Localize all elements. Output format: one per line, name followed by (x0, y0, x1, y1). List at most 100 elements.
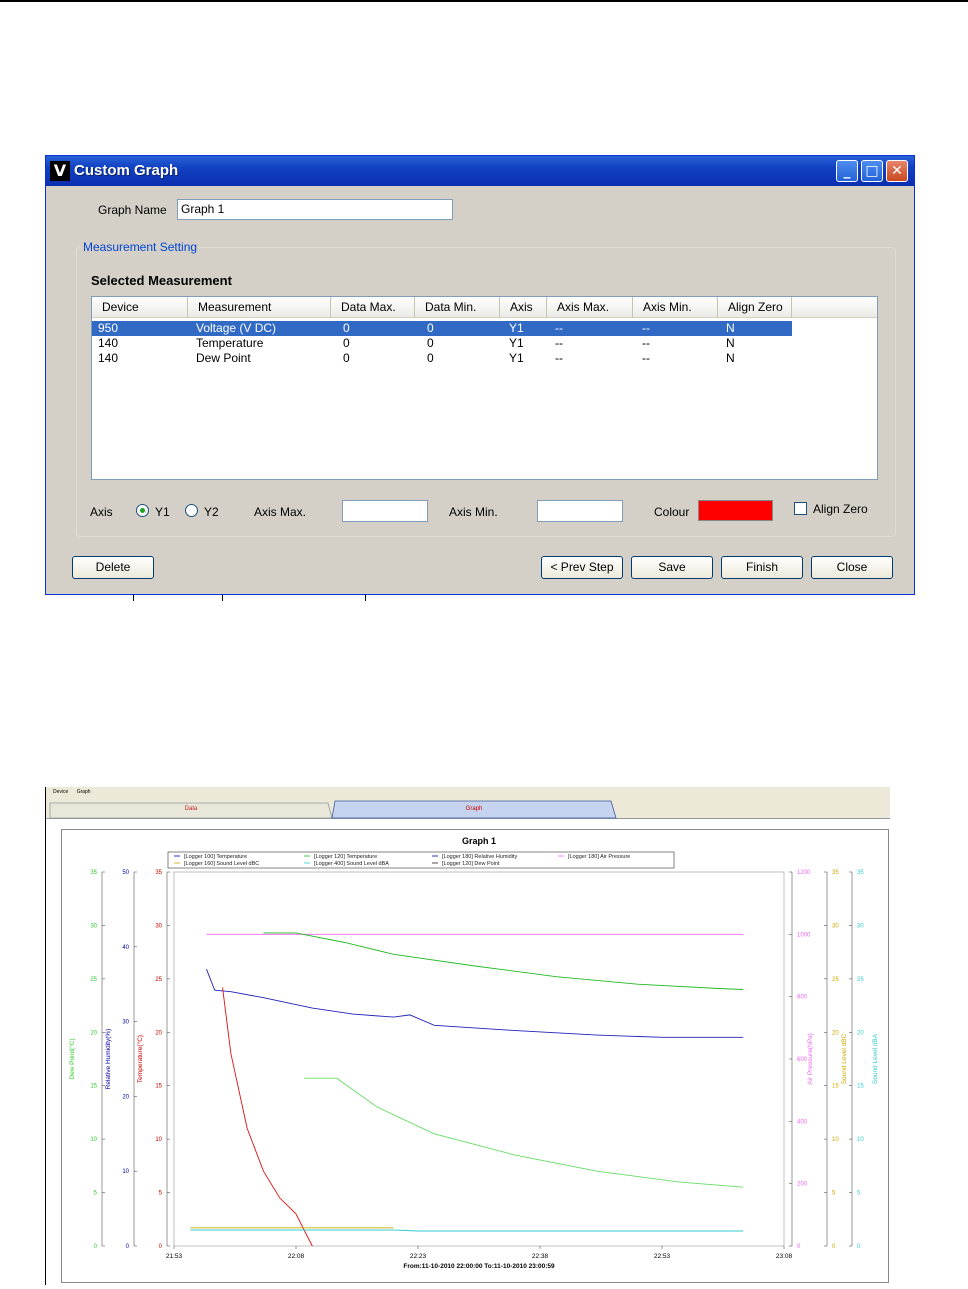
cell-axis-max: -- (555, 351, 563, 365)
column-header-device[interactable]: Device (92, 297, 188, 318)
cell-axis-max: -- (555, 336, 563, 350)
menu-device[interactable]: Device (53, 789, 69, 795)
axis-tick-label: 10 (832, 1137, 839, 1143)
column-header-axis[interactable]: Axis (500, 297, 547, 318)
colour-label: Colour (654, 505, 690, 519)
axis-tick-label: 200 (797, 1182, 808, 1188)
custom-graph-dialog: V Custom Graph _ □ ✕ Graph Name Graph 1 … (45, 155, 915, 595)
axis-tick-label: 10 (155, 1137, 162, 1143)
y2-radio[interactable] (185, 504, 198, 517)
axis-tick-label: 15 (90, 1084, 97, 1090)
axis-tick-label: 20 (832, 1030, 839, 1036)
chart-title: Graph 1 (462, 836, 496, 846)
axis-tick-label: 0 (126, 1244, 130, 1250)
column-header-measurement[interactable]: Measurement (188, 297, 331, 318)
axis-tick-label: 25 (155, 977, 162, 983)
graph-name-label: Graph Name (98, 203, 167, 217)
tab-graph[interactable]: Graph (465, 806, 483, 812)
axis-tick-label: 5 (832, 1191, 836, 1197)
cell-axis: Y1 (509, 336, 524, 350)
measurement-list[interactable]: Device Measurement Data Max. Data Min. A… (91, 296, 878, 480)
list-header: Device Measurement Data Max. Data Min. A… (92, 297, 877, 318)
axis-tick-label: 50 (122, 870, 129, 876)
legend-item: [Logger 160] Sound Level dBC (184, 861, 259, 867)
axis-label-dew_point: Dew Point(°C) (68, 1038, 76, 1079)
delete-button[interactable]: Delete (72, 556, 154, 579)
title-bar[interactable]: V Custom Graph _ □ ✕ (46, 156, 914, 186)
axis-label: Axis (90, 505, 113, 519)
axis-tick-label: 0 (857, 1244, 861, 1250)
series-line (190, 1229, 744, 1232)
prev-step-button[interactable]: < Prev Step (541, 556, 623, 579)
minimize-icon: _ (843, 163, 851, 179)
axis-tick-label: 15 (155, 1084, 162, 1090)
series-line (222, 987, 313, 1247)
axis-tick-label: 0 (797, 1244, 801, 1250)
legend-box (167, 851, 675, 869)
cell-data-min: 0 (427, 336, 434, 350)
axis-tick-label: 15 (832, 1084, 839, 1090)
divider (222, 595, 223, 601)
x-tick-label: 21:53 (166, 1253, 183, 1260)
cell-data-min: 0 (427, 351, 434, 365)
tab-graph-shape[interactable] (331, 800, 617, 819)
close-button[interactable]: Close (811, 556, 893, 579)
table-row[interactable]: 140 Temperature 0 0 Y1 -- -- N (92, 336, 792, 351)
series-line (206, 969, 744, 1038)
axis-label-pressure: Air Pressure(hPa) (807, 1033, 814, 1085)
colour-picker-swatch[interactable] (698, 500, 773, 521)
axis-tick-label: 0 (94, 1244, 98, 1250)
cell-data-max: 0 (343, 351, 350, 365)
align-zero-label: Align Zero (813, 502, 868, 516)
graph-frame: Graph 1 [Logger 100] Temperature [Logger 1… (61, 829, 889, 1283)
close-window-button[interactable]: ✕ (886, 160, 908, 182)
window-title: Custom Graph (74, 162, 179, 179)
column-header-data-max[interactable]: Data Max. (331, 297, 415, 318)
cell-axis: Y1 (509, 351, 524, 365)
x-tick-label: 23:08 (776, 1253, 793, 1260)
tab-bar: Data Graph (46, 798, 890, 819)
maximize-button[interactable]: □ (861, 160, 883, 182)
align-zero-checkbox[interactable] (794, 502, 807, 515)
series-line (304, 1077, 744, 1188)
tab-shapes (49, 800, 617, 819)
finish-button[interactable]: Finish (721, 556, 803, 579)
table-row[interactable]: 140 Dew Point 0 0 Y1 -- -- N (92, 351, 792, 366)
measurement-setting-title: Measurement Setting (82, 240, 199, 254)
axis-tick-label: 5 (159, 1191, 163, 1197)
x-tick-label: 22:53 (654, 1253, 671, 1260)
minimize-button[interactable]: _ (836, 160, 858, 182)
column-header-axis-max[interactable]: Axis Max. (547, 297, 633, 318)
series-line (263, 932, 744, 990)
cell-device: 950 (98, 321, 119, 335)
axis-max-input[interactable] (342, 500, 428, 522)
cell-device: 140 (98, 351, 119, 365)
axis-tick-label: 35 (832, 870, 839, 876)
column-header-data-min[interactable]: Data Min. (415, 297, 500, 318)
legend-item: [Logger 100] Temperature (184, 854, 247, 860)
cell-measurement: Dew Point (196, 351, 251, 365)
axis-label-dba: Sound Level dBA (872, 1033, 879, 1084)
tab-data-shape[interactable] (49, 802, 333, 819)
table-row[interactable]: 950 Voltage (V DC) 0 0 Y1 -- -- N (92, 321, 792, 336)
graph-name-input[interactable]: Graph 1 (177, 199, 453, 220)
menu-bar: Device Graph (46, 787, 890, 798)
column-header-axis-min[interactable]: Axis Min. (633, 297, 718, 318)
axis-tick-label: 20 (90, 1030, 97, 1036)
axis-label-dbc: Sound Level dBC (841, 1033, 848, 1084)
axis-tick-label: 30 (122, 1020, 129, 1026)
column-header-align-zero[interactable]: Align Zero (718, 297, 792, 318)
y2-label: Y2 (204, 505, 219, 519)
y1-label: Y1 (155, 505, 170, 519)
y1-radio[interactable] (136, 504, 149, 517)
tab-data[interactable]: Data (184, 806, 198, 812)
cell-measurement: Temperature (196, 336, 264, 350)
close-icon: ✕ (891, 163, 903, 179)
menu-graph[interactable]: Graph (76, 789, 91, 795)
save-button[interactable]: Save (631, 556, 713, 579)
axis-tick-label: 15 (857, 1084, 864, 1090)
axis-tick-label: 5 (857, 1191, 861, 1197)
axis-tick-label: 0 (832, 1244, 836, 1250)
axis-tick-label: 20 (857, 1030, 864, 1036)
axis-min-input[interactable] (537, 500, 623, 522)
